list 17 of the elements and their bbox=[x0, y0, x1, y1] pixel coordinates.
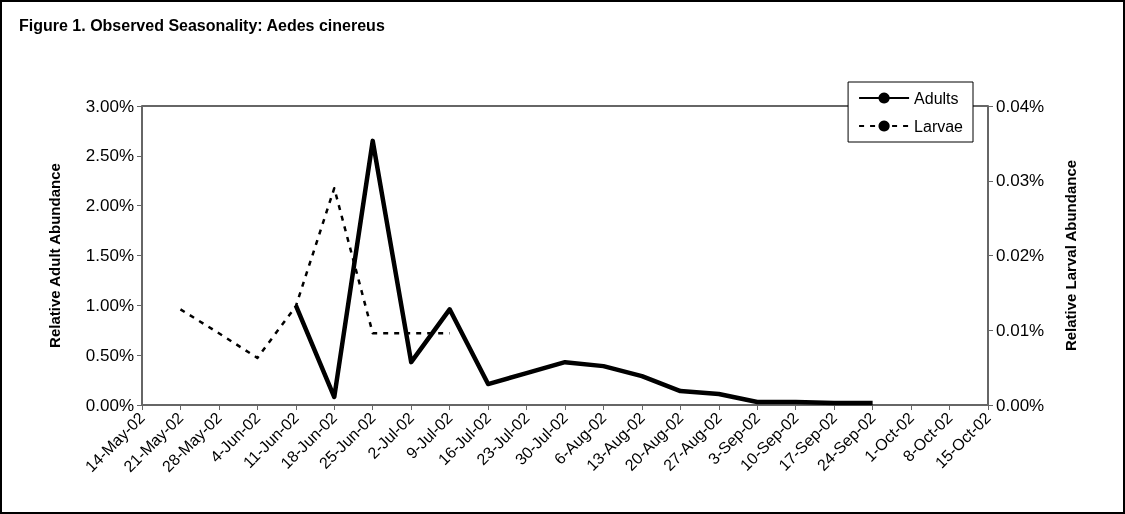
y2-tick-label: 0.03% bbox=[996, 171, 1045, 191]
y-tick-label: 1.50% bbox=[85, 246, 134, 265]
legend-label: Adults bbox=[914, 89, 959, 107]
y-axis-title: Relative Adult Abundance bbox=[46, 163, 63, 348]
y2-tick-label: 0.04% bbox=[996, 96, 1045, 116]
y2-tick-label: 0.01% bbox=[996, 320, 1045, 340]
chart-title: Figure 1. Observed Seasonality: Aedes cinereus bbox=[19, 16, 385, 34]
legend-label: Larvae bbox=[914, 117, 964, 135]
y2-tick-label: 0.00% bbox=[996, 395, 1045, 415]
y-tick-label: 0.50% bbox=[85, 345, 134, 365]
y-tick-label: 0.00% bbox=[85, 395, 134, 415]
y2-tick-label: 0.02% bbox=[996, 246, 1045, 265]
y-tick-label: 3.00% bbox=[85, 96, 134, 116]
y-tick-label: 2.50% bbox=[85, 146, 134, 166]
y-tick-label: 2.00% bbox=[85, 196, 134, 216]
y-tick-label: 1.00% bbox=[85, 295, 134, 315]
y2-axis-title: Relative Larval Abundance bbox=[1062, 159, 1079, 352]
